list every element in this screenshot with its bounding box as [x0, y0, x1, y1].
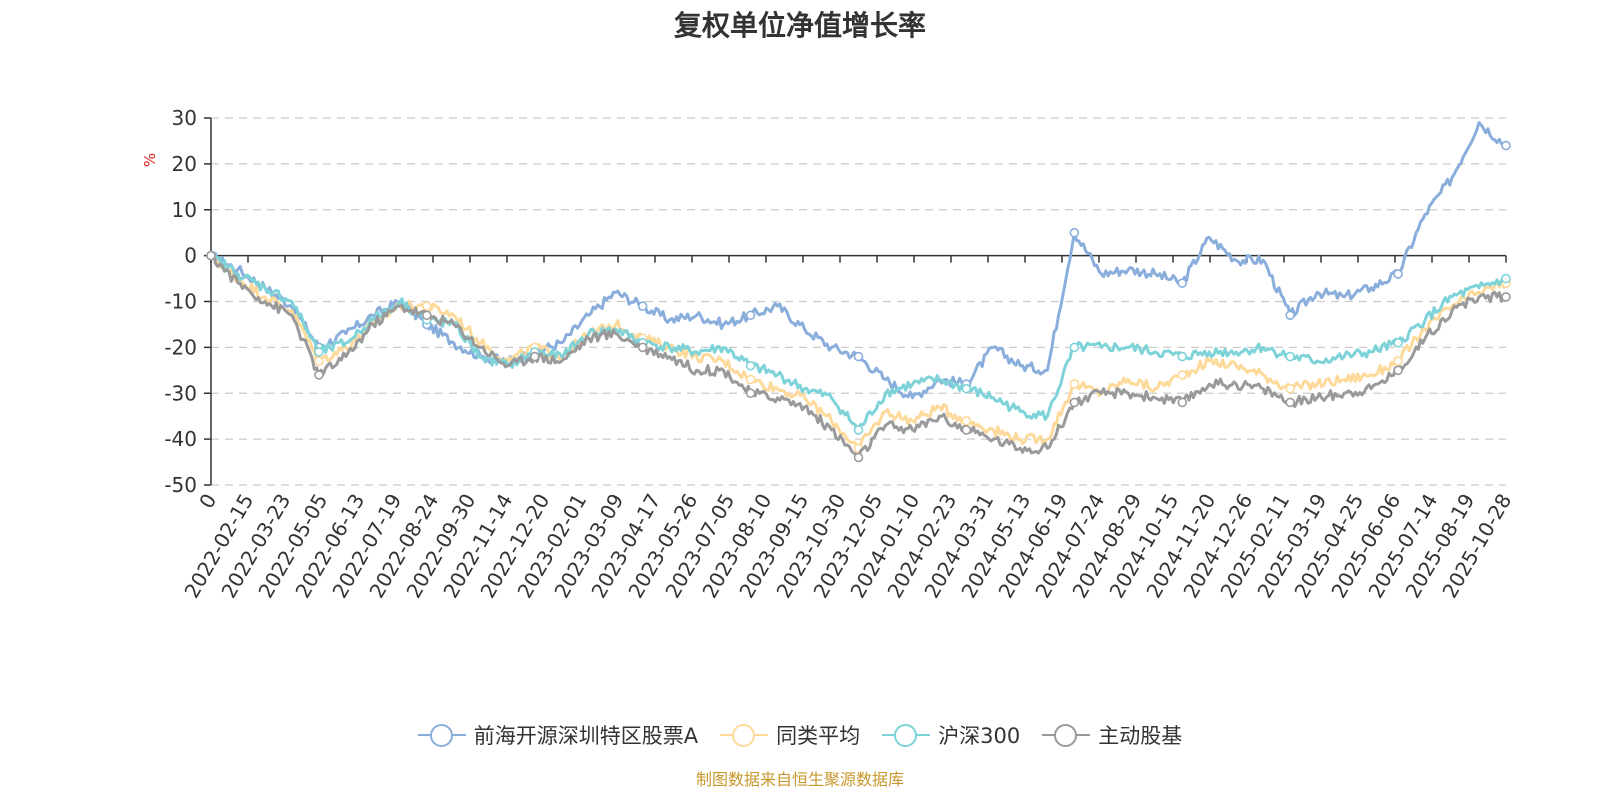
series-point-1 — [1285, 383, 1295, 394]
series-line-1 — [209, 251, 1508, 450]
series-point-1 — [1069, 379, 1080, 389]
legend-label: 沪深300 — [938, 724, 1021, 748]
series-point-1 — [1177, 370, 1188, 380]
series-point-3 — [314, 370, 324, 380]
y-tick-label: 10 — [172, 198, 197, 222]
series-point-0 — [637, 301, 648, 311]
series-point-2 — [1177, 351, 1188, 362]
series-point-0 — [1069, 227, 1080, 238]
series-line-2 — [209, 251, 1508, 432]
series-point-2 — [1285, 351, 1295, 362]
series-point-0 — [853, 351, 864, 362]
series-point-3 — [1501, 292, 1511, 302]
legend-label: 同类平均 — [776, 724, 861, 748]
series-point-3 — [529, 351, 540, 362]
series-point-2 — [745, 360, 756, 371]
data-source-note: 制图数据来自恒生聚源数据库 — [695, 770, 904, 789]
series-point-3 — [206, 250, 216, 261]
series-point-1 — [314, 356, 324, 366]
series-point-2 — [853, 425, 864, 435]
legend-label: 前海开源深圳特区股票A — [473, 724, 699, 748]
series-lines — [206, 121, 1511, 463]
series-point-3 — [745, 388, 756, 399]
series-point-2 — [1501, 273, 1511, 284]
series-point-3 — [422, 310, 432, 321]
y-tick-label: 0 — [184, 244, 197, 268]
y-tick-label: -40 — [164, 427, 197, 451]
series-point-1 — [1393, 356, 1403, 366]
legend-marker-icon — [720, 723, 769, 747]
y-axis-unit: % — [141, 153, 159, 167]
y-tick-label: -30 — [164, 381, 197, 405]
series-point-3 — [637, 342, 648, 353]
series-point-3 — [1285, 397, 1295, 408]
legend: 前海开源深圳特区股票A 同类平均 沪深300 主动股基 — [0, 720, 1600, 750]
series-point-3 — [853, 452, 864, 463]
legend-marker-icon — [417, 723, 466, 747]
legend-item-csi300[interactable]: 沪深300 — [882, 720, 1020, 750]
series-point-0 — [1285, 310, 1295, 321]
legend-item-active-equity[interactable]: 主动股基 — [1042, 720, 1182, 750]
series-point-2 — [1069, 342, 1080, 353]
legend-item-peer-average[interactable]: 同类平均 — [720, 720, 860, 750]
series-point-1 — [745, 374, 756, 385]
series-point-0 — [1393, 269, 1403, 279]
y-tick-label: -10 — [164, 290, 197, 314]
series-point-2 — [314, 347, 324, 357]
y-tick-label: -20 — [164, 335, 197, 359]
series-point-1 — [422, 301, 432, 311]
legend-marker-icon — [882, 723, 931, 747]
series-point-3 — [1393, 365, 1403, 376]
series-point-3 — [1177, 397, 1188, 408]
y-tick-label: 30 — [172, 106, 197, 130]
series-point-2 — [961, 383, 972, 394]
series-point-0 — [745, 310, 756, 321]
y-tick-label: 20 — [172, 152, 197, 176]
series-point-0 — [1177, 278, 1188, 288]
chart-plot: 3020100-10-20-30-40-5002022-02-152022-03… — [141, 106, 1516, 602]
series-point-1 — [961, 415, 972, 426]
x-tick-label: 0 — [194, 490, 221, 513]
series-point-3 — [961, 425, 972, 435]
chart-title: 复权单位净值增长率 — [673, 9, 926, 42]
y-tick-label: -50 — [164, 473, 197, 497]
legend-item-qianhai[interactable]: 前海开源深圳特区股票A — [417, 720, 699, 750]
series-point-3 — [1069, 397, 1080, 408]
series-point-2 — [1393, 337, 1403, 348]
series-point-0 — [1501, 140, 1511, 151]
legend-marker-icon — [1042, 723, 1091, 747]
legend-label: 主动股基 — [1098, 724, 1183, 748]
